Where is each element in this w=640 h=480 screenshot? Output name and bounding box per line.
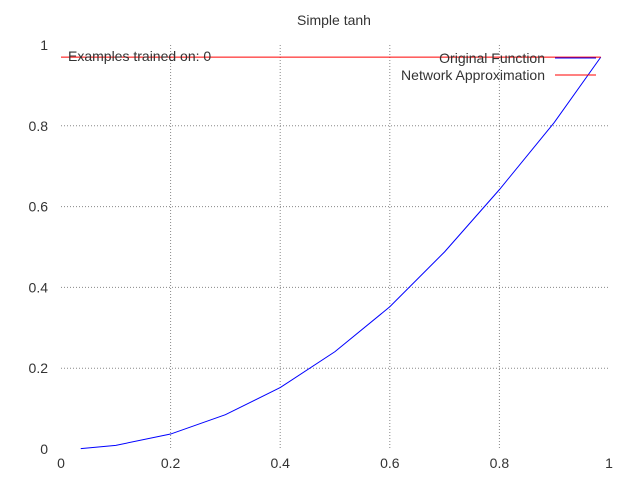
y-tick-label: 0.4 bbox=[29, 279, 49, 295]
x-tick-label: 0.8 bbox=[490, 455, 510, 471]
x-axis-ticks: 0 0.2 0.4 0.6 0.8 1 bbox=[57, 455, 613, 471]
y-tick-label: 0.2 bbox=[29, 360, 49, 376]
x-tick-label: 0.6 bbox=[380, 455, 400, 471]
y-tick-label: 0.6 bbox=[29, 199, 49, 215]
x-tick-label: 0.2 bbox=[161, 455, 181, 471]
chart-title: Simple tanh bbox=[297, 12, 371, 28]
x-tick-label: 1 bbox=[605, 455, 613, 471]
y-tick-label: 1 bbox=[40, 37, 48, 53]
y-tick-label: 0 bbox=[40, 441, 48, 457]
legend-label: Original Function bbox=[439, 50, 545, 66]
legend-label: Network Approximation bbox=[401, 67, 545, 83]
examples-trained-annotation: Examples trained on: 0 bbox=[68, 48, 211, 64]
y-axis-ticks: 0 0.2 0.4 0.6 0.8 1 bbox=[29, 37, 49, 457]
y-tick-label: 0.8 bbox=[29, 118, 49, 134]
x-tick-label: 0 bbox=[57, 455, 65, 471]
x-tick-label: 0.4 bbox=[270, 455, 290, 471]
series-lines bbox=[61, 56, 602, 450]
series-line-original-function bbox=[80, 56, 602, 450]
grid bbox=[61, 45, 609, 449]
